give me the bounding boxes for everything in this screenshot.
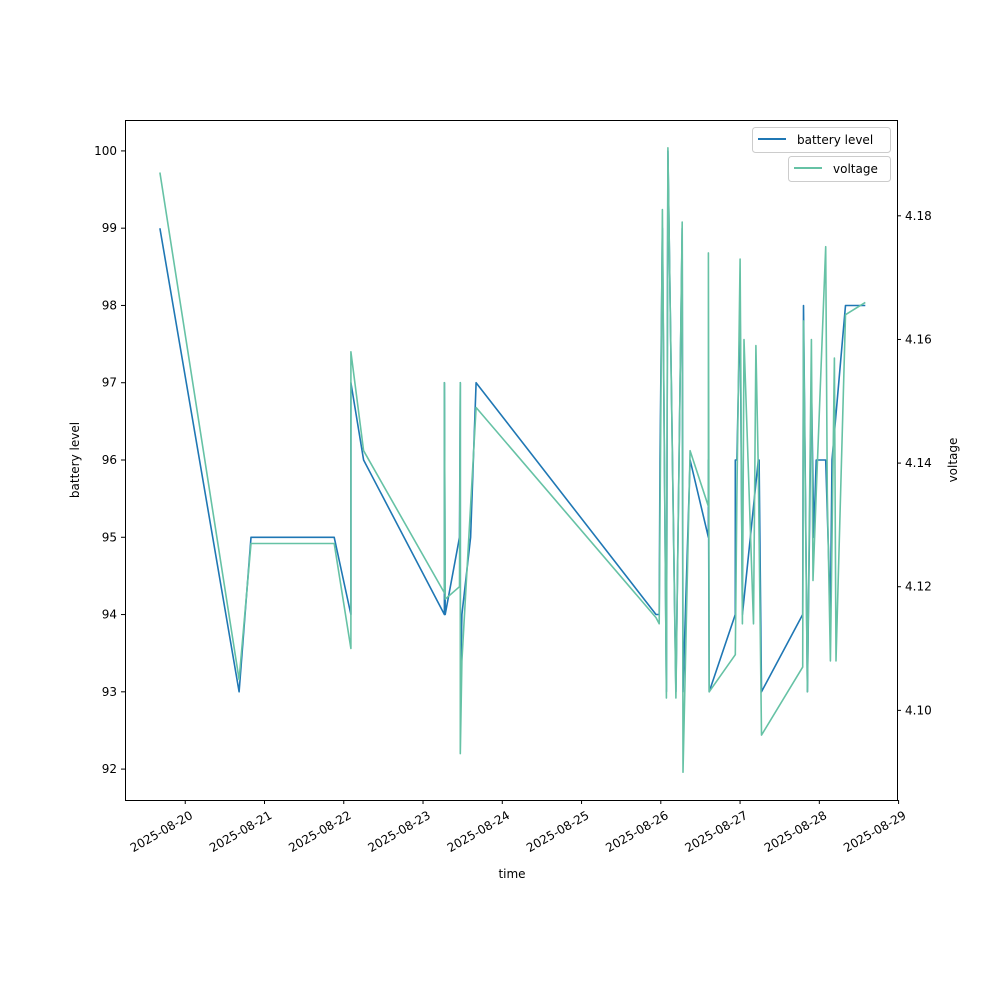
series-layer [159, 147, 866, 774]
legend-voltage: voltage [788, 156, 891, 182]
y-right-tick-label: 4.10 [905, 703, 932, 717]
x-axis-label: time [498, 867, 525, 881]
y-axis-left-label: battery level [68, 422, 82, 498]
x-tick-label: 2025-08-29 [841, 808, 908, 855]
x-tick-label: 2025-08-24 [445, 808, 512, 855]
x-tick-label: 2025-08-27 [683, 808, 750, 855]
x-tick-label: 2025-08-22 [286, 808, 353, 855]
y-left-tick-label: 99 [102, 221, 117, 235]
x-tick-label: 2025-08-23 [366, 808, 433, 855]
y-left-tick-label: 95 [102, 530, 117, 544]
legend-battery-label: battery level [797, 133, 873, 147]
x-tick-label: 2025-08-25 [524, 808, 591, 855]
legend-voltage-label: voltage [833, 162, 878, 176]
legend-battery: battery level [752, 127, 891, 153]
x-tick-label: 2025-08-26 [603, 808, 670, 855]
x-tick-label: 2025-08-20 [128, 808, 195, 855]
voltage-line [159, 147, 866, 774]
plot-frame [125, 120, 898, 801]
y-left-tick-label: 96 [102, 453, 117, 467]
y-left-tick-label: 100 [94, 144, 117, 158]
y-left-tick-label: 94 [102, 608, 117, 622]
y-left-tick-label: 98 [102, 298, 117, 312]
y-right-tick-label: 4.14 [905, 456, 932, 470]
x-tick-label: 2025-08-28 [762, 808, 829, 855]
y-right-tick-label: 4.18 [905, 209, 932, 223]
y-right-tick-label: 4.12 [905, 580, 932, 594]
y-left-tick-label: 92 [102, 762, 117, 776]
y-axis-right-label: voltage [946, 438, 960, 483]
y-axis-right: 4.10 4.12 4.14 4.16 4.18 [897, 209, 932, 717]
y-left-tick-label: 93 [102, 685, 117, 699]
y-right-tick-label: 4.16 [905, 332, 932, 346]
y-left-tick-label: 97 [102, 376, 117, 390]
y-axis-left: 92 93 94 95 96 97 98 99 100 [94, 144, 125, 776]
x-tick-label: 2025-08-21 [207, 808, 274, 855]
x-axis: 2025-08-20 2025-08-21 2025-08-22 2025-08-23… [128, 800, 908, 855]
